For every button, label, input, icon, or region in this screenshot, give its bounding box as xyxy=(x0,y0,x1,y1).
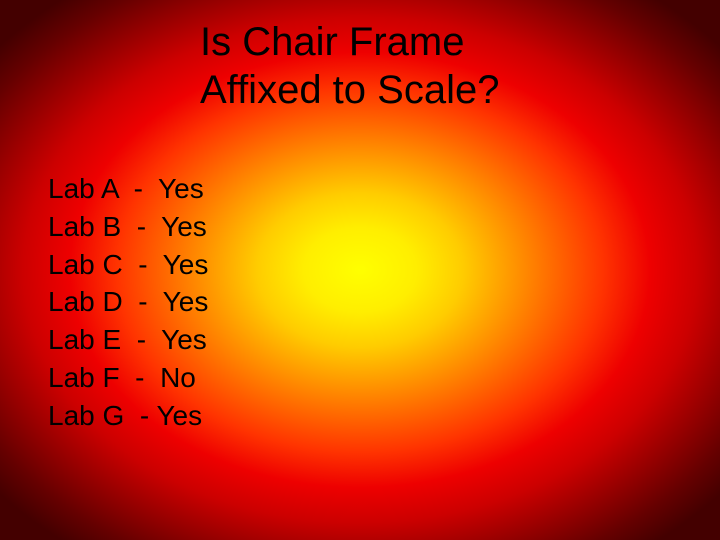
slide: Is Chair Frame Affixed to Scale? Lab A -… xyxy=(0,0,720,540)
lab-value: Yes xyxy=(161,211,207,242)
lab-list: Lab A - Yes Lab B - Yes Lab C - Yes Lab … xyxy=(48,170,208,435)
lab-value: Yes xyxy=(158,173,204,204)
lab-value: Yes xyxy=(161,324,207,355)
separator: - xyxy=(124,400,156,431)
list-item: Lab B - Yes xyxy=(48,208,208,246)
list-item: Lab C - Yes xyxy=(48,246,208,284)
title-line-1: Is Chair Frame xyxy=(200,18,499,66)
lab-label: Lab B xyxy=(48,211,121,242)
lab-label: Lab A xyxy=(48,173,118,204)
list-item: Lab G - Yes xyxy=(48,397,208,435)
separator: - xyxy=(123,249,163,280)
separator: - xyxy=(121,324,161,355)
title-line-2: Affixed to Scale? xyxy=(200,66,499,114)
list-item: Lab F - No xyxy=(48,359,208,397)
separator: - xyxy=(123,286,163,317)
lab-label: Lab C xyxy=(48,249,123,280)
lab-value: Yes xyxy=(163,286,209,317)
list-item: Lab D - Yes xyxy=(48,283,208,321)
list-item: Lab E - Yes xyxy=(48,321,208,359)
lab-label: Lab F xyxy=(48,362,120,393)
list-item: Lab A - Yes xyxy=(48,170,208,208)
lab-value: Yes xyxy=(163,249,209,280)
lab-value: Yes xyxy=(156,400,202,431)
slide-title: Is Chair Frame Affixed to Scale? xyxy=(200,18,499,114)
separator: - xyxy=(120,362,160,393)
lab-label: Lab E xyxy=(48,324,121,355)
lab-label: Lab D xyxy=(48,286,123,317)
separator: - xyxy=(118,173,158,204)
separator: - xyxy=(121,211,161,242)
lab-label: Lab G xyxy=(48,400,124,431)
lab-value: No xyxy=(160,362,196,393)
